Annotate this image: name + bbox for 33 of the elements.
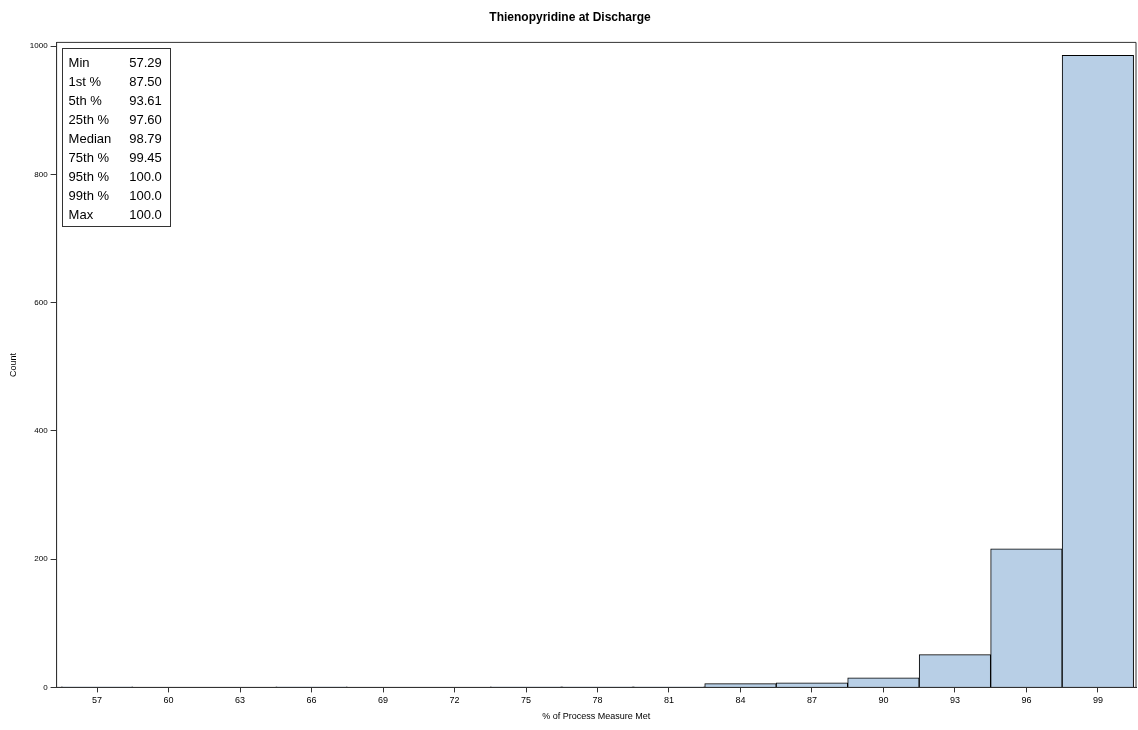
x-tick-label: 84 [735,695,746,706]
text: 95th % 100.0 [68,169,162,185]
text: 75th % 99.45 [68,150,162,166]
x-tick-label: 57 [92,695,103,706]
text: 25th % 97.60 [68,112,162,128]
y-tick-label: 800 [34,169,49,179]
text: Max 100.0 [68,207,162,223]
text: 5th % 93.61 [68,93,162,109]
x-tick-label: 93 [949,695,960,706]
x-tick-label: 87 [806,695,817,706]
y-tick-label: 400 [34,426,49,436]
x-tick-label: 66 [306,695,317,706]
y-tick-label: 200 [34,554,49,564]
y-tick-label: 600 [34,297,49,307]
x-tick-label: 96 [1021,695,1032,706]
x-axis-title: % of Process Measure Met [542,711,651,722]
x-tick-label: 90 [878,695,889,706]
x-tick-label: 60 [163,695,174,706]
x-tick-label: 63 [235,695,246,706]
y-tick-label: 1000 [29,41,49,51]
x-tick-label: 75 [521,695,532,706]
text: 1st % 87.50 [68,74,162,90]
text: Median 98.79 [68,131,162,147]
x-tick-label: 78 [592,695,603,706]
x-tick-label: 72 [449,695,460,706]
y-tick-label: 0 [43,682,49,692]
chart-title: Thienopyridine at Discharge [489,9,652,24]
text: Min 57.29 [68,55,162,71]
y-axis-title: Count [7,352,18,377]
x-tick-label: 99 [1092,695,1103,706]
text: 99th % 100.0 [68,188,162,204]
x-tick-label: 81 [663,695,674,706]
x-tick-label: 69 [378,695,389,706]
